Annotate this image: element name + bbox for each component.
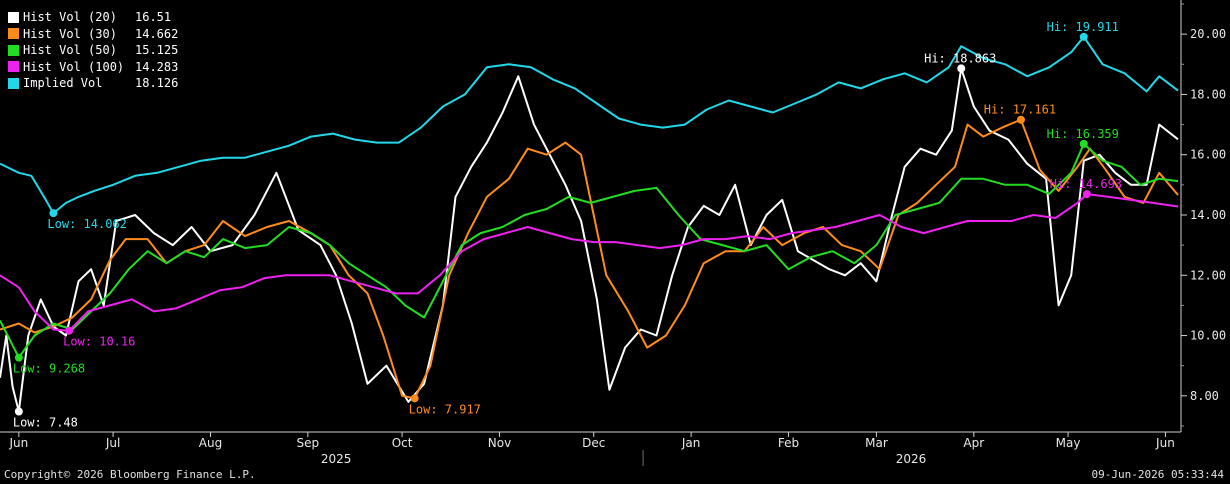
annotation-marker	[1016, 115, 1025, 124]
x-tick-label: May	[1056, 436, 1081, 450]
legend-series-name: Hist Vol (100)	[23, 59, 125, 74]
x-year-label: 2025	[321, 452, 352, 466]
annotation-label: Hi: 18.863	[924, 51, 996, 65]
footer: Copyright© 2026 Bloomberg Finance L.P. 0…	[0, 468, 1230, 484]
volatility-line-chart: Low: 14.062 Low: 10.16 Low: 9.268 Low: 7.48…	[0, 0, 1226, 466]
y-tick-label: 18.00	[1190, 87, 1226, 101]
legend-swatch	[8, 61, 19, 73]
legend-series-value: 15.125	[135, 43, 179, 57]
annotation-label: Low: 10.16	[63, 335, 135, 349]
legend-item: Hist Vol (50) 15.125	[8, 42, 178, 59]
annotation-marker	[1079, 32, 1088, 41]
annotation-label: Hi: 19.911	[1047, 20, 1119, 34]
x-tick-label: Sep	[297, 436, 320, 450]
legend-swatch	[8, 44, 19, 56]
annotation-marker	[957, 64, 966, 73]
y-tick-label: 16.00	[1190, 148, 1226, 162]
y-tick-label: 10.00	[1190, 329, 1226, 343]
legend-series-value: 14.283	[135, 59, 179, 74]
legend-series-name: Hist Vol (30)	[23, 26, 117, 41]
legend-item: Hist Vol (30) 14.662	[8, 26, 178, 43]
legend-swatch	[8, 11, 19, 23]
y-tick-label: 14.00	[1190, 208, 1226, 222]
series-line-hist-vol-50	[0, 142, 1179, 359]
legend-series-value: 14.662	[135, 26, 179, 41]
annotation-layer: Low: 14.062 Low: 10.16 Low: 9.268 Low: 7.48…	[13, 20, 1122, 430]
x-year-label: 2026	[896, 452, 927, 466]
annotation-label: Low: 9.268	[13, 362, 85, 376]
x-tick-label: Oct	[392, 436, 413, 450]
annotation-label: Hi: 16.359	[1047, 127, 1119, 141]
legend-series-value: 18.126	[135, 76, 179, 90]
legend-series-name: Hist Vol (50)	[23, 43, 117, 57]
x-tick-label: Jun	[1155, 436, 1175, 450]
series-line-hist-vol-20	[0, 67, 1179, 413]
annotation-marker	[410, 394, 419, 403]
annotation-marker	[14, 353, 23, 362]
annotation-label: Hi: 17.161	[984, 103, 1056, 117]
x-tick-label: Jun	[8, 436, 28, 450]
annotation-label: Low: 7.48	[13, 416, 78, 430]
annotation-marker	[65, 326, 74, 335]
x-tick-label: Jan	[681, 436, 701, 450]
annotation-label: Hi: 14.693	[1050, 177, 1122, 191]
x-tick-label: Feb	[778, 436, 799, 450]
legend-series-name: Hist Vol (20)	[23, 10, 117, 24]
y-tick-label: 20.00	[1190, 27, 1226, 41]
series-line-implied-vol	[0, 35, 1179, 215]
series-line-hist-vol-30	[0, 118, 1179, 400]
x-tick-label: Aug	[199, 436, 222, 450]
legend-item: Hist Vol (20) 16.51	[8, 9, 178, 26]
annotation-marker	[1082, 190, 1091, 199]
annotation-marker	[14, 407, 23, 416]
series-layer	[0, 35, 1179, 413]
x-tick-label: Dec	[582, 436, 605, 450]
x-tick-label: Jul	[105, 436, 120, 450]
y-tick-label: 12.00	[1190, 268, 1226, 282]
copyright-text: Copyright© 2026 Bloomberg Finance L.P.	[4, 468, 256, 481]
chart-legend: Hist Vol (20) 16.51 Hist Vol (30) 14.662…	[8, 9, 178, 92]
timestamp-text: 09-Jun-2026 05:33:44	[1091, 468, 1224, 481]
annotation-marker	[1079, 139, 1088, 148]
legend-swatch	[8, 77, 19, 89]
legend-series-value: 16.51	[135, 10, 172, 24]
x-tick-label: Nov	[488, 436, 511, 450]
x-tick-label: Apr	[963, 436, 984, 450]
series-line-hist-vol-100	[0, 193, 1179, 332]
annotation-marker	[49, 209, 58, 218]
legend-item: Hist Vol (100) 14.283	[8, 59, 178, 76]
annotation-label: Low: 7.917	[409, 402, 481, 416]
legend-series-name: Implied Vol	[23, 76, 103, 90]
legend-item: Implied Vol 18.126	[8, 75, 178, 92]
x-tick-label: Mar	[865, 436, 888, 450]
legend-swatch	[8, 28, 19, 40]
axis-layer: 8.00 10.00 12.00 14.00 16.00 18.00 20.00 Jun Jul…	[0, 0, 1226, 466]
annotation-label: Low: 14.062	[47, 217, 126, 231]
y-tick-label: 8.00	[1190, 389, 1219, 403]
